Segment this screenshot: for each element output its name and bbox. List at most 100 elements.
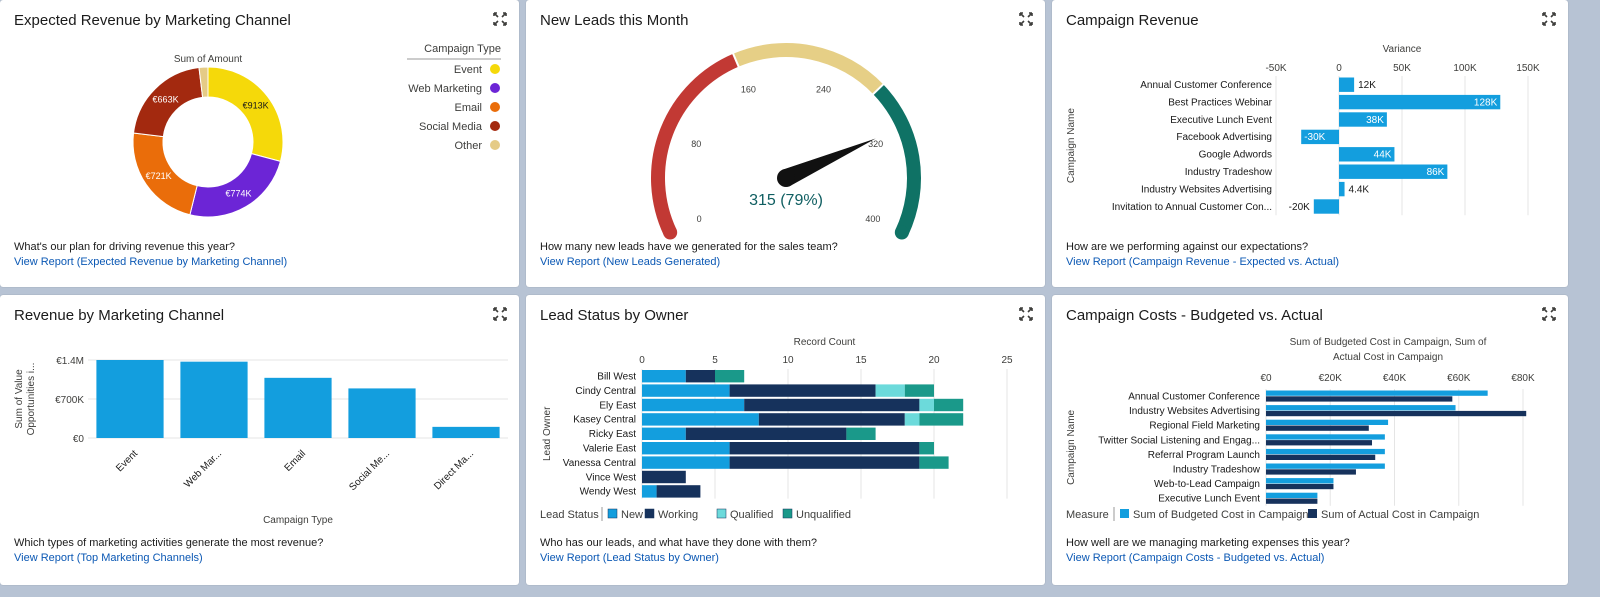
bar bbox=[1266, 478, 1334, 484]
bar-segment bbox=[642, 413, 759, 426]
bar bbox=[1266, 463, 1385, 469]
legend-label: Unqualified bbox=[796, 509, 851, 521]
card-expected-revenue: Expected Revenue by Marketing Channel Su… bbox=[0, 0, 519, 287]
axis-label: Opportunities i... bbox=[26, 363, 37, 436]
tick-label: €0 bbox=[73, 434, 85, 445]
card-question: How are we performing against our expect… bbox=[1066, 241, 1309, 253]
slice-label: €663K bbox=[153, 95, 179, 105]
bar-segment bbox=[642, 398, 745, 412]
bar-segment bbox=[934, 398, 964, 412]
gauge-needle bbox=[782, 138, 876, 187]
legend-swatch bbox=[1120, 509, 1129, 518]
bar-segment bbox=[919, 413, 964, 426]
tick-label: €40K bbox=[1383, 373, 1407, 384]
expand-icon[interactable] bbox=[1542, 12, 1556, 26]
bar-label: 12K bbox=[1358, 80, 1376, 91]
channel-bar-chart: €0 €700K €1.4M Sum of Value Opportunities i.… bbox=[14, 356, 508, 526]
legend-title: Measure bbox=[1066, 509, 1109, 521]
legend-swatch bbox=[607, 508, 618, 519]
category-label: Invitation to Annual Customer Con... bbox=[1112, 202, 1272, 213]
view-report-link[interactable]: View Report (Expected Revenue by Marketi… bbox=[14, 256, 288, 268]
bar bbox=[1313, 199, 1339, 214]
card-title: Revenue by Marketing Channel bbox=[14, 307, 225, 324]
legend-label: Sum of Budgeted Cost in Campaign bbox=[1133, 509, 1309, 521]
chart-title: Sum of Budgeted Cost in Campaign, Sum of bbox=[1290, 337, 1487, 348]
card-title: Lead Status by Owner bbox=[540, 307, 689, 324]
card-question: How well are we managing marketing expen… bbox=[1066, 537, 1350, 549]
category-label: Industry Tradeshow bbox=[1185, 167, 1273, 178]
bar bbox=[1339, 94, 1501, 110]
gauge-chart: 0 80 160 240 320 400 315 (79%) bbox=[651, 43, 921, 240]
gauge-tick: 80 bbox=[691, 139, 701, 149]
legend-label: Web Marketing bbox=[408, 83, 482, 95]
legend-swatch bbox=[782, 508, 793, 519]
view-report-link[interactable]: View Report (Lead Status by Owner) bbox=[540, 552, 719, 564]
legend-label: New bbox=[621, 509, 643, 521]
bar bbox=[1266, 483, 1334, 490]
category-label: Web-to-Lead Campaign bbox=[1154, 479, 1260, 490]
bar bbox=[96, 360, 164, 438]
chart-title: Sum of Amount bbox=[174, 54, 243, 65]
gauge-tick: 320 bbox=[868, 139, 883, 149]
gauge-band bbox=[651, 53, 739, 236]
bar-segment bbox=[904, 384, 934, 397]
axis-label: Variance bbox=[1383, 44, 1422, 55]
pie-slice bbox=[198, 66, 209, 98]
bar bbox=[1301, 129, 1339, 145]
category-label: Annual Customer Conference bbox=[1128, 392, 1260, 403]
legend-label: Event bbox=[454, 64, 482, 76]
legend-label: Sum of Actual Cost in Campaign bbox=[1321, 509, 1479, 521]
tick-label: €20K bbox=[1319, 373, 1343, 384]
tick-label: €80K bbox=[1511, 373, 1535, 384]
category-label: Wendy West bbox=[580, 487, 637, 498]
category-label: Vanessa Central bbox=[563, 458, 636, 469]
bar-segment bbox=[729, 384, 876, 397]
card-question: How many new leads have we generated for… bbox=[540, 241, 838, 253]
view-report-link[interactable]: View Report (Campaign Revenue - Expected… bbox=[1066, 256, 1340, 268]
bar-segment bbox=[642, 485, 657, 498]
tick-label: 0 bbox=[639, 355, 645, 366]
category-label: Email bbox=[283, 448, 308, 473]
card-new-leads: New Leads this Month 0 80 160 240 320 400 315 … bbox=[526, 0, 1045, 287]
bar-segment bbox=[919, 442, 934, 455]
view-report-link[interactable]: View Report (Top Marketing Channels) bbox=[14, 552, 203, 564]
expand-icon[interactable] bbox=[493, 307, 507, 321]
category-label: Best Practices Webinar bbox=[1168, 97, 1272, 108]
expand-icon[interactable] bbox=[493, 12, 507, 26]
expand-icon[interactable] bbox=[1019, 12, 1033, 26]
bar bbox=[1266, 448, 1385, 455]
gauge-separator bbox=[731, 52, 740, 68]
legend-label: Working bbox=[658, 509, 698, 521]
bar-segment bbox=[685, 427, 847, 440]
bar bbox=[264, 377, 332, 438]
gauge-tick: 0 bbox=[697, 214, 702, 224]
category-label: Annual Customer Conference bbox=[1140, 80, 1272, 91]
legend-title: Campaign Type bbox=[424, 43, 501, 55]
category-label: Regional Field Marketing bbox=[1149, 421, 1260, 432]
axis-label: Campaign Name bbox=[1066, 409, 1077, 484]
legend-label: Email bbox=[454, 102, 482, 114]
tick-label: 150K bbox=[1516, 63, 1540, 74]
bar-segment bbox=[904, 413, 920, 426]
axis-label: Campaign Type bbox=[263, 515, 333, 526]
tick-label: €1.4M bbox=[56, 356, 84, 367]
expand-icon[interactable] bbox=[1542, 307, 1556, 321]
tick-label: 25 bbox=[1001, 355, 1013, 366]
tick-label: 0 bbox=[1336, 63, 1342, 74]
bar bbox=[432, 426, 500, 438]
view-report-link[interactable]: View Report (New Leads Generated) bbox=[540, 256, 721, 268]
gauge-cap bbox=[894, 225, 909, 240]
category-label: Industry Tradeshow bbox=[1173, 465, 1261, 476]
gauge-band bbox=[733, 43, 884, 95]
bar bbox=[1339, 112, 1387, 127]
expand-icon[interactable] bbox=[1019, 307, 1033, 321]
gauge-separator bbox=[871, 82, 885, 96]
category-label: Industry Websites Advertising bbox=[1129, 406, 1260, 417]
pie-slice bbox=[207, 66, 284, 162]
card-campaign-revenue: Campaign Revenue Variance -50K 0 50K 100K 150… bbox=[1052, 0, 1568, 287]
view-report-link[interactable]: View Report (Campaign Costs - Budgeted v… bbox=[1066, 552, 1325, 564]
category-label: Industry Websites Advertising bbox=[1141, 184, 1272, 195]
category-label: Referral Program Launch bbox=[1148, 450, 1260, 461]
bar bbox=[1266, 492, 1318, 498]
bar-segment bbox=[846, 427, 876, 440]
